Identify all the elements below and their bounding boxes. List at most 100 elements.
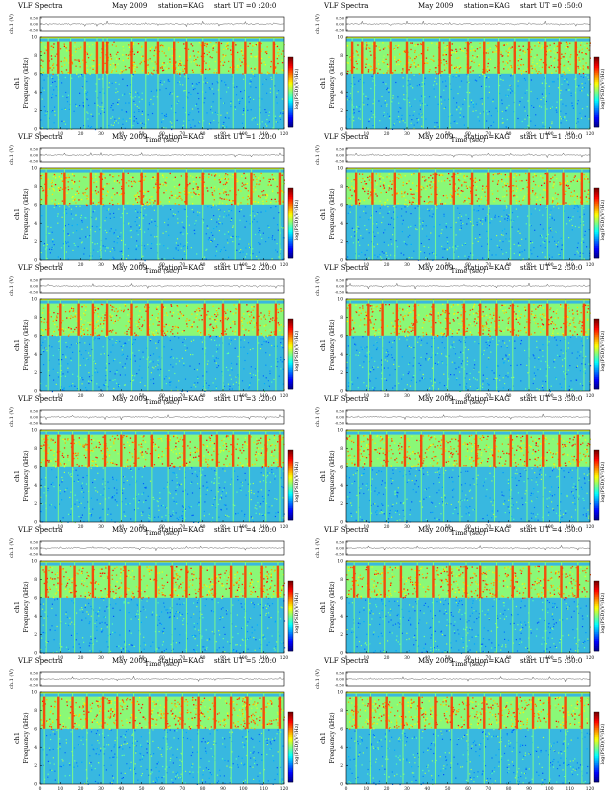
burst-core: [231, 434, 235, 467]
burst-line: [183, 430, 185, 522]
y-tick-label: 2: [34, 633, 37, 638]
waveform-tick-label: 0.00: [336, 285, 345, 289]
x-tick-label: 120: [280, 787, 289, 792]
burst-core: [199, 565, 202, 598]
axes: 0 10 20 30 40 50 60 70 80 90 100 110 120 0 2 4 6 8 10 Time …: [319, 429, 594, 537]
burst-core: [515, 696, 518, 729]
spectrogram-panel: VLF Spectra May 2009 station=KAG start UT =…: [312, 657, 606, 792]
y-tick-label: 4: [34, 91, 37, 96]
burst-line: [414, 299, 416, 391]
x-tick-label: 90: [526, 787, 532, 792]
burst-core: [432, 303, 435, 336]
burst-core: [474, 434, 478, 467]
x-tick-label: 80: [200, 525, 206, 530]
y-tick-label: 2: [34, 371, 37, 376]
x-tick-label: 60: [465, 656, 471, 661]
spectrogram: [345, 560, 591, 654]
waveform-trace: [345, 20, 591, 27]
panel-station: station=KAG: [158, 264, 204, 272]
y-tick-label: 6: [34, 465, 37, 470]
x-tick-label: 70: [180, 787, 186, 792]
burst-line: [165, 692, 167, 784]
panel-start-time: start UT =3 :50:0: [520, 395, 583, 403]
panel-start-time: start UT =2 :20:0: [214, 264, 277, 272]
burst-line: [402, 692, 404, 784]
colorbar-label: log(PSD)(V²/Hz): [293, 593, 300, 634]
burst-line: [131, 37, 133, 129]
panel-title: VLF Spectra May 2009 station=KAG start UT =…: [324, 133, 606, 142]
y-tick-label: 8: [34, 709, 37, 714]
y-tick-label: 2: [34, 109, 37, 114]
panel-date: May 2009: [418, 2, 454, 10]
burst-line: [495, 299, 498, 391]
axes: 0 10 20 30 40 50 60 70 80 90 100 110 120 0 2 4 6 8 10 Time …: [13, 560, 288, 668]
burst-core: [466, 41, 470, 74]
x-tick-label: 120: [586, 263, 595, 268]
x-tick-label: 50: [139, 263, 145, 268]
axes: 0 10 20 30 40 50 60 70 80 90 100 110 120 0 2 4 6 8 10 Time …: [13, 429, 288, 537]
x-tick-label: 30: [404, 656, 410, 661]
panel-date: May 2009: [418, 133, 454, 141]
spectrogram-noise: [346, 336, 592, 393]
x-tick-label: 50: [139, 525, 145, 530]
burst-line: [250, 168, 253, 260]
x-tick-label: 20: [78, 132, 84, 137]
burst-line: [559, 430, 561, 522]
x-tick-label: 60: [159, 394, 165, 399]
x-tick-label: 90: [526, 525, 532, 530]
x-tick-label: 40: [425, 132, 431, 137]
burst-core: [354, 696, 358, 729]
waveform-trace: [345, 282, 591, 290]
panel-title: VLF Spectra May 2009 station=KAG start UT =…: [18, 264, 300, 273]
burst-line: [63, 168, 65, 260]
burst-core: [107, 565, 111, 598]
waveform-trace: [345, 413, 591, 420]
y-tick-label: 8: [34, 185, 37, 190]
burst-core: [46, 41, 50, 74]
burst-core: [525, 434, 529, 467]
waveform-strip: 0.50 0.00 -0.50 ch.1 (V): [8, 14, 285, 34]
waveform-strip: 0.50 0.00 -0.50 ch.1 (V): [314, 538, 591, 558]
x-tick-label: 120: [586, 394, 595, 399]
y-axis-label: Frequency (kHz): [329, 319, 336, 370]
burst-core: [395, 303, 399, 336]
y-tick-label: 10: [31, 298, 37, 303]
waveform-tick-label: -0.50: [29, 422, 39, 426]
x-tick-label: 40: [119, 525, 125, 530]
burst-core: [185, 565, 188, 598]
burst-core: [418, 172, 421, 205]
burst-line: [420, 430, 422, 522]
burst-line: [92, 299, 94, 391]
y-axis-label: Frequency (kHz): [329, 581, 336, 632]
burst-line: [449, 37, 451, 129]
spectrogram-panel: VLF Spectra May 2009 station=KAG start UT =…: [6, 264, 300, 406]
waveform-axis-label: ch.1 (V): [8, 407, 15, 427]
waveform-trace: [39, 152, 285, 158]
x-tick-label: 0: [39, 525, 42, 530]
waveform-trace: [39, 675, 285, 682]
colorbar-label: log(PSD)(V²/Hz): [293, 331, 300, 372]
burst-line: [232, 37, 234, 129]
x-tick-label: 90: [526, 656, 532, 661]
colorbar: log(PSD)(V²/Hz): [287, 580, 300, 652]
waveform-strip: 0.50 0.00 -0.50 ch.1 (V): [8, 407, 285, 427]
burst-core: [44, 172, 48, 205]
x-tick-label: 60: [159, 263, 165, 268]
axes: 0 10 20 30 40 50 60 70 80 90 100 110 120 0 2 4 6 8 10 Time …: [319, 298, 594, 406]
spectrogram: [39, 36, 285, 131]
x-tick-label: 90: [220, 263, 226, 268]
burst-line: [510, 168, 512, 260]
burst-line: [498, 37, 500, 129]
x-tick-label: 90: [220, 394, 226, 399]
burst-core: [381, 303, 384, 336]
x-tick-label: 80: [200, 394, 206, 399]
burst-line: [263, 692, 265, 784]
burst-core: [95, 41, 99, 74]
colorbar-label: log(PSD)(V²/Hz): [599, 593, 606, 634]
burst-core: [361, 41, 364, 74]
y-axis-label: Frequency (kHz): [23, 57, 30, 108]
burst-line: [528, 561, 530, 653]
x-tick-label: 60: [159, 132, 165, 137]
burst-line: [581, 168, 583, 260]
